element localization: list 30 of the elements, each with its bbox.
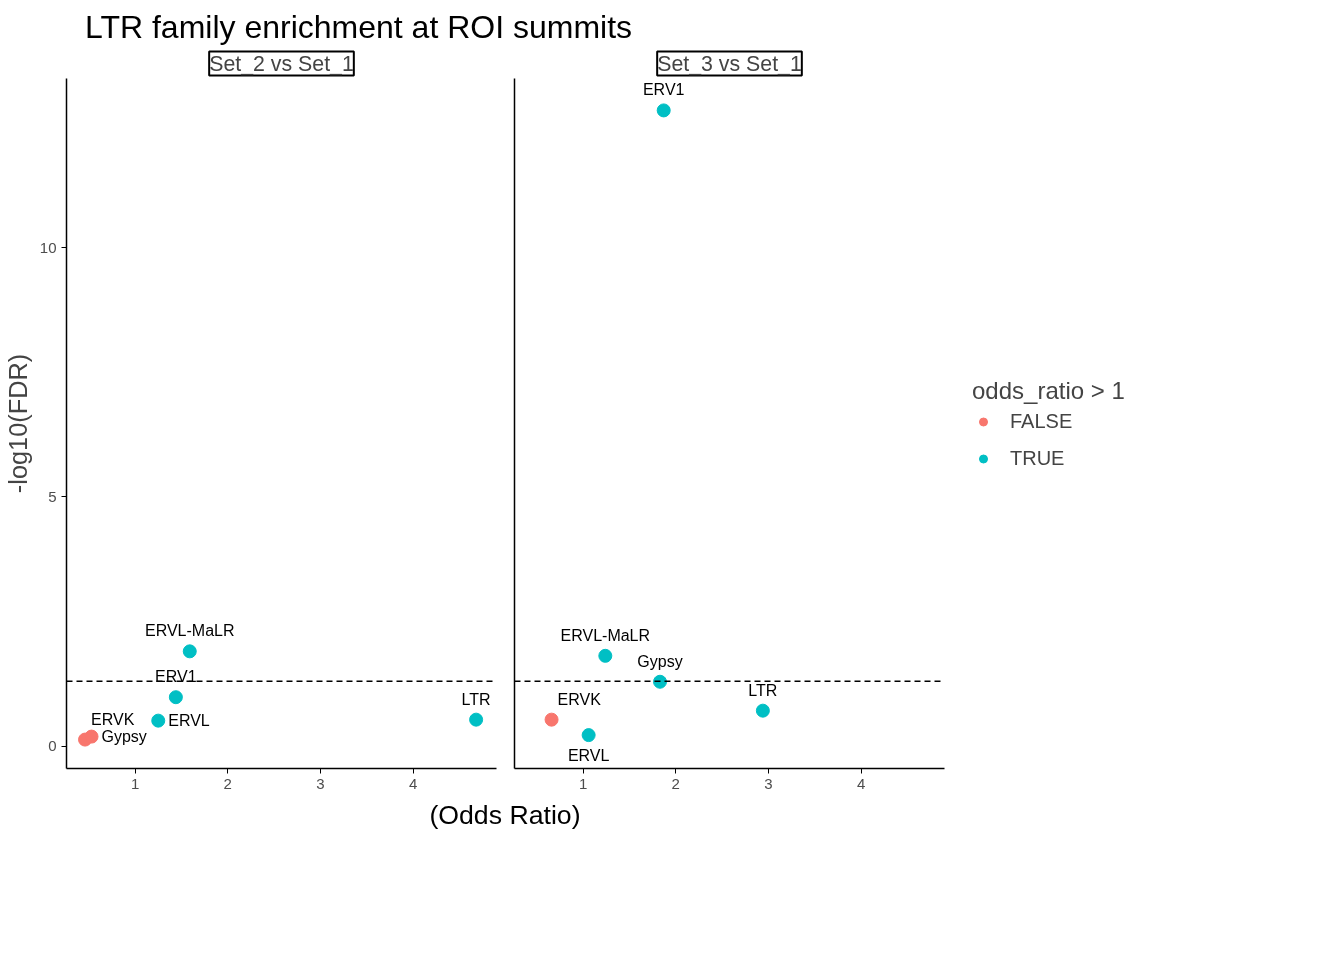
annotation: ERVL	[168, 712, 210, 730]
annotation: ERVL-MaLR	[560, 626, 651, 644]
legend-title: odds_ratio > 1	[972, 376, 1125, 405]
legend-label: TRUE	[1010, 446, 1065, 470]
chart-title: LTR family enrichment at ROI summits	[85, 8, 633, 47]
annotation: Gypsy	[637, 652, 683, 670]
y-tick-label: 10	[39, 238, 57, 256]
x-tick-label: 2	[671, 774, 680, 792]
annotation: Gypsy	[101, 728, 147, 746]
x-tick-label: 3	[316, 774, 325, 792]
y-tick-label: 0	[48, 737, 57, 755]
y-axis-title: -log10(FDR)	[3, 353, 32, 494]
x-tick-label: 3	[764, 774, 773, 792]
x-tick-label: 4	[408, 774, 418, 792]
y-tick-label: 5	[48, 487, 57, 505]
chart-subtitle: Set_2 vs Set_1	[209, 51, 354, 76]
annotation: ERV1	[642, 81, 685, 99]
annotation: ERVK	[91, 710, 135, 728]
x-tick-label: 1	[130, 774, 140, 792]
legend-label: FALSE	[1010, 409, 1073, 433]
x-axis-title: (Odds Ratio)	[429, 799, 581, 832]
x-tick-label: 1	[578, 774, 588, 792]
x-tick-label: 2	[223, 774, 232, 792]
annotation: ERVK	[557, 690, 602, 708]
annotation: ERVL	[567, 747, 610, 765]
annotation: LTR	[748, 681, 778, 699]
annotation: LTR	[461, 690, 491, 708]
chart-subtitle: Set_3 vs Set_1	[657, 51, 802, 76]
x-tick-label: 4	[856, 774, 866, 792]
annotation: ERVL-MaLR	[145, 622, 235, 640]
